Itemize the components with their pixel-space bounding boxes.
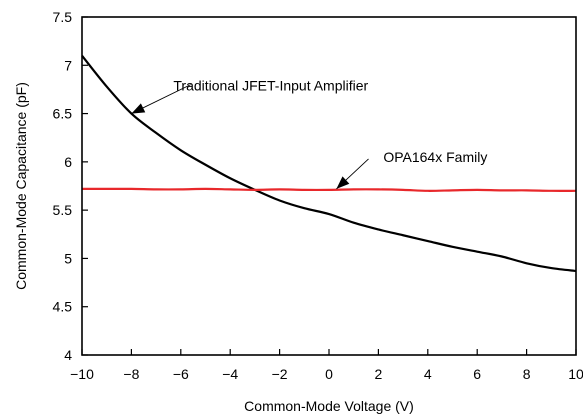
x-ticks: −10 −8 −6 −4 −2 0 2 4 6 8 10 xyxy=(70,349,583,382)
plot-frame xyxy=(81,16,577,356)
x-tick-label: 8 xyxy=(523,366,531,382)
y-tick-label: 5 xyxy=(64,250,72,266)
y-tick-label: 7.5 xyxy=(53,9,73,25)
x-tick-label: 6 xyxy=(473,366,481,382)
annotation-arrowhead-1 xyxy=(131,103,146,114)
x-tick-label: 4 xyxy=(424,366,432,382)
x-tick-label: −10 xyxy=(70,366,94,382)
y-tick-label: 7 xyxy=(64,57,72,73)
y-tick-label: 5.5 xyxy=(53,202,73,218)
x-axis-title: Common-Mode Voltage (V) xyxy=(244,398,414,414)
series-layer xyxy=(81,54,577,273)
annotation-label-1: Traditional JFET-Input Amplifier xyxy=(173,77,368,93)
x-tick-label: 2 xyxy=(375,366,383,382)
x-tick-label: 10 xyxy=(568,366,583,382)
x-tick-label: −4 xyxy=(222,366,238,382)
y-tick-label: 4.5 xyxy=(53,299,73,315)
y-axis-title: Common-Mode Capacitance (pF) xyxy=(13,82,29,290)
series-line-2 xyxy=(82,187,577,192)
x-tick-label: −8 xyxy=(123,366,139,382)
x-tick-label: −6 xyxy=(173,366,189,382)
x-tick-label: 0 xyxy=(325,366,333,382)
y-tick-label: 6 xyxy=(64,154,72,170)
annotation-layer: Traditional JFET-Input Amplifier OPA164x … xyxy=(131,77,487,190)
x-tick-label: −2 xyxy=(272,366,288,382)
series-line-1 xyxy=(81,54,577,273)
y-ticks: 4 4.5 5 5.5 6 6.5 7 7.5 xyxy=(53,9,88,363)
y-tick-label: 6.5 xyxy=(53,106,73,122)
annotation-label-2: OPA164x Family xyxy=(383,149,487,165)
y-tick-label: 4 xyxy=(64,347,72,363)
annotation-arrowhead-2 xyxy=(336,176,350,189)
